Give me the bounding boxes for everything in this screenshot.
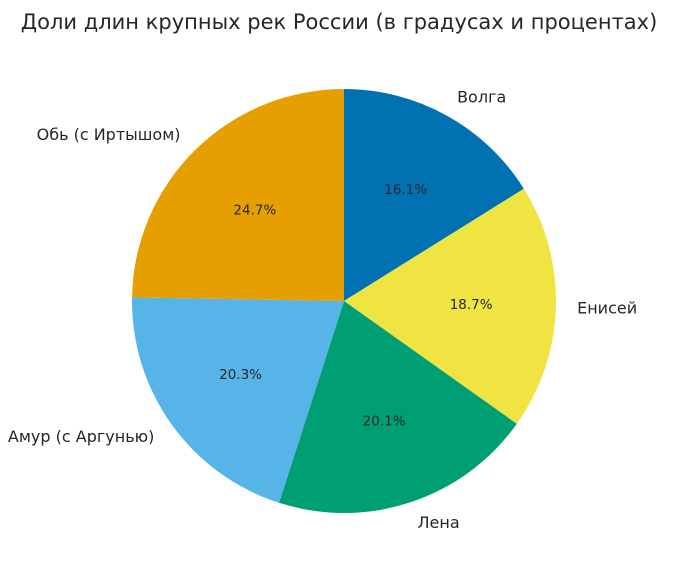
slice-label: Волга [457, 88, 506, 107]
chart-title: Доли длин крупных рек России (в градусах… [21, 10, 658, 34]
pie-slice [132, 89, 344, 301]
pie-labels: Волга 16.1% Енисей 18.7% Лена 20.1% Амур (с Ар… [8, 88, 637, 532]
slice-percent-label: 20.1% [363, 414, 406, 430]
slice-percent-label: 16.1% [384, 182, 427, 198]
slice-label: Лена [418, 513, 460, 532]
slice-percent-label: 24.7% [233, 202, 276, 218]
pie-slice [132, 297, 344, 503]
slice-label: Енисей [577, 298, 637, 317]
pie-slice [279, 301, 517, 513]
slice-percent-label: 18.7% [450, 297, 493, 313]
pie-slice [344, 89, 524, 301]
pie-slice [344, 188, 557, 424]
slice-percent-label: 20.3% [219, 367, 262, 383]
slice-label: Амур (с Аргунью) [8, 427, 154, 446]
slice-label: Обь (с Иртышом) [37, 125, 181, 144]
pie-slices [132, 89, 557, 513]
